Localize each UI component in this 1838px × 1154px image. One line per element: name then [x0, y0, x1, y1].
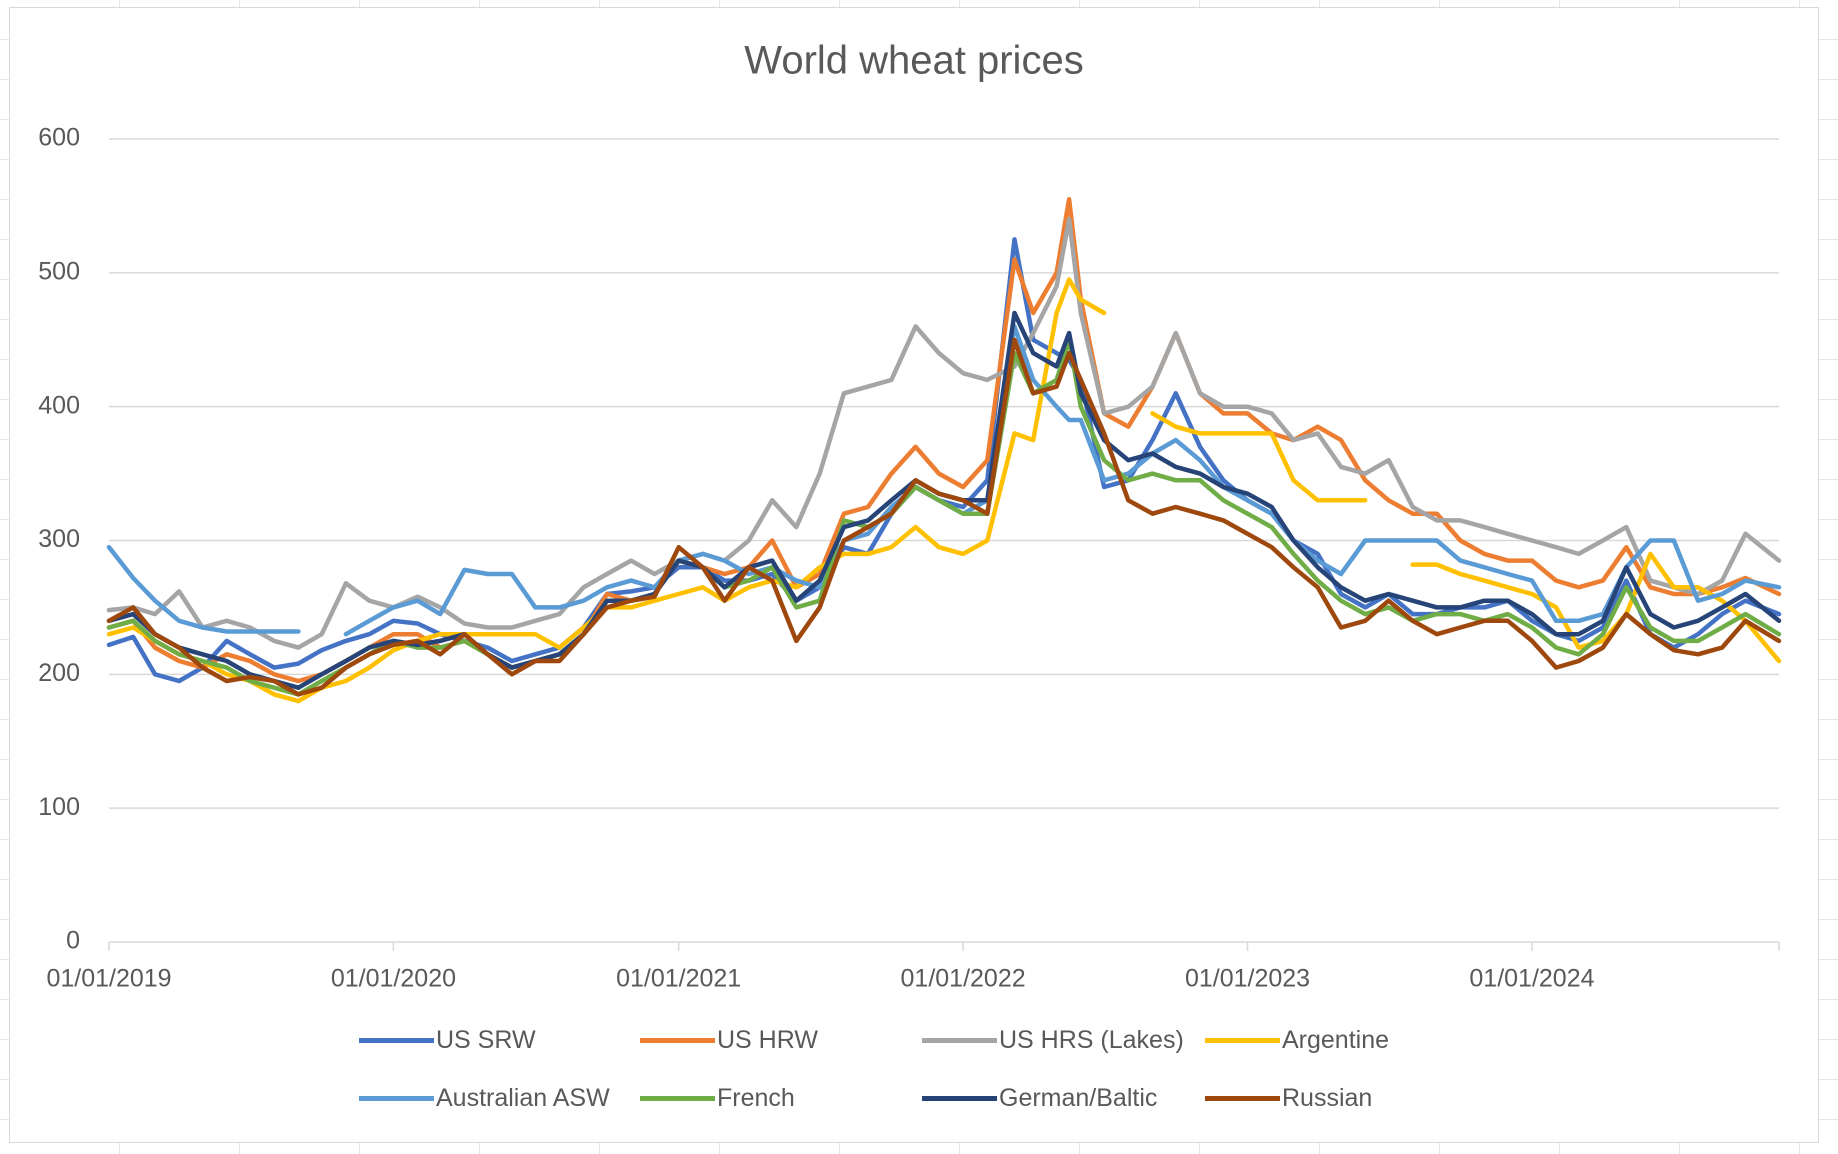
- series-line-russian: [106, 337, 1782, 697]
- legend-swatch: [640, 1095, 715, 1101]
- legend-swatch: [640, 1037, 715, 1043]
- legend-swatch: [359, 1037, 434, 1043]
- legend-item-us-hrs-lakes: US HRS (Lakes): [922, 1025, 1184, 1055]
- y-tick-label: 600: [38, 124, 80, 152]
- x-tick-label: 01/01/2022: [901, 965, 1026, 993]
- legend-swatch: [359, 1095, 434, 1101]
- legend-label: German/Baltic: [999, 1083, 1158, 1112]
- legend-item-us-srw: US SRW: [359, 1025, 536, 1055]
- legend-item-russian: Russian: [1205, 1083, 1372, 1113]
- legend-label: Argentine: [1282, 1025, 1390, 1054]
- axes: 0 100 200 300 400 500 600 01/01/2019 01/01/2020 0…: [38, 124, 1780, 993]
- y-tick-label: 200: [38, 659, 80, 687]
- series-line-us-hrw: [106, 196, 1782, 684]
- legend-item-german-baltic: German/Baltic: [922, 1083, 1157, 1113]
- x-tick-label: 01/01/2019: [46, 965, 171, 993]
- legend-label: US HRW: [717, 1025, 818, 1054]
- y-tick-label: 300: [38, 525, 80, 553]
- x-tick-label: 01/01/2023: [1185, 965, 1310, 993]
- legend-label: Australian ASW: [436, 1083, 610, 1112]
- legend-label: US SRW: [436, 1025, 536, 1054]
- legend-label: US HRS (Lakes): [999, 1025, 1184, 1054]
- legend-label: Russian: [1282, 1083, 1373, 1112]
- legend-swatch: [922, 1095, 997, 1101]
- series-line-us-hrs-lakes: [106, 217, 1782, 650]
- legend-item-australian-asw: Australian ASW: [359, 1083, 610, 1113]
- chart-title: World wheat prices: [744, 39, 1083, 83]
- y-tick-label: 0: [66, 927, 80, 955]
- legend-swatch: [922, 1037, 997, 1043]
- legend-item-argentine: Argentine: [1205, 1025, 1389, 1055]
- series-line-us-srw: [106, 237, 1782, 684]
- y-tick-label: 100: [38, 793, 80, 821]
- legend-item-us-hrw: US HRW: [640, 1025, 818, 1055]
- legend-item-french: French: [640, 1083, 795, 1113]
- gridlines: [109, 138, 1779, 809]
- series-line-australian-asw: [106, 324, 1782, 637]
- legend-swatch: [1205, 1095, 1280, 1101]
- y-tick-label: 500: [38, 257, 80, 285]
- y-tick-label: 400: [38, 391, 80, 419]
- x-tick-label: 01/01/2021: [616, 965, 741, 993]
- legend-label: French: [717, 1083, 795, 1112]
- x-tick-label: 01/01/2024: [1469, 965, 1594, 993]
- x-tick-label: 01/01/2020: [331, 965, 456, 993]
- series-line-french: [106, 337, 1782, 697]
- series-lines: [106, 196, 1782, 704]
- legend-swatch: [1205, 1037, 1280, 1043]
